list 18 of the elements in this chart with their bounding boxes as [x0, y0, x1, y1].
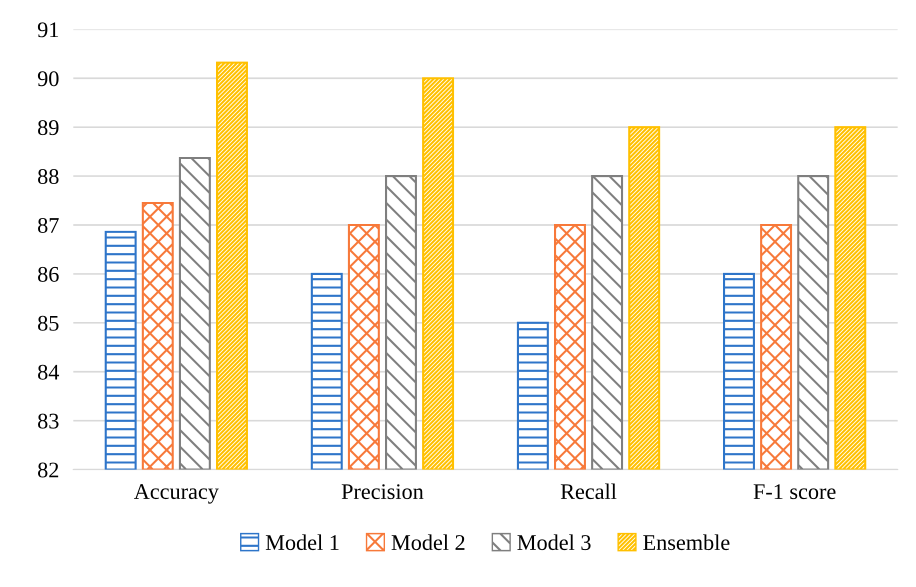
y-tick-label: 84: [38, 364, 60, 380]
y-tick-label: 86: [38, 266, 59, 282]
y-tick-label: 91: [38, 22, 58, 38]
y-tick-label: 90: [38, 71, 59, 86]
x-tick-label: Recall: [560, 483, 616, 500]
x-tick-label: F-1 score: [754, 484, 836, 500]
legend-label: Model 3: [517, 534, 591, 550]
y-tick-label: 82: [38, 462, 58, 478]
legend-label: Model 1: [266, 534, 339, 550]
y-tick-label: 88: [38, 169, 59, 184]
y-tick-label: 85: [38, 316, 59, 331]
y-tick-label: 89: [38, 120, 58, 136]
x-tick-label: Accuracy: [134, 484, 219, 504]
y-tick-label: 83: [38, 414, 59, 429]
legend-label: Ensemble: [643, 534, 730, 550]
y-tick-label: 87: [38, 218, 59, 233]
legend-label: Model 2: [392, 534, 464, 550]
x-tick-label: Precision: [342, 484, 424, 500]
